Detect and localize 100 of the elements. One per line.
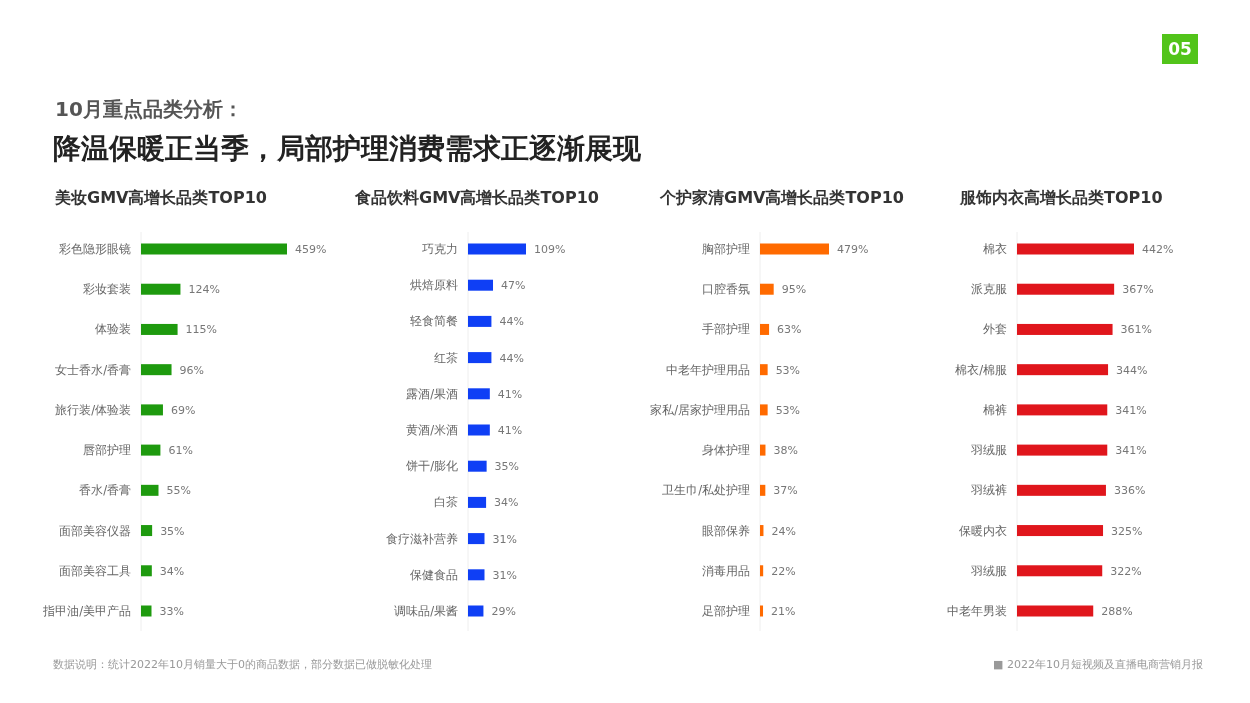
y-tick-label: 保暖内衣 (959, 523, 1007, 538)
y-tick-label: 面部美容工具 (59, 563, 131, 578)
y-tick-label: 中老年护理用品 (666, 362, 750, 377)
y-tick-label: 食疗滋补营养 (386, 531, 458, 546)
y-tick-label: 体验装 (95, 322, 131, 337)
data-label: 35% (160, 524, 185, 538)
data-label: 479% (837, 243, 869, 256)
y-tick-label: 香水/香膏 (79, 483, 131, 498)
data-label: 21% (771, 605, 796, 618)
data-label: 34% (494, 496, 519, 510)
chart-title: 服饰内衣高增长品类TOP10 (959, 188, 1163, 207)
y-tick-label: 巧克力 (422, 242, 458, 256)
data-label: 35% (494, 460, 520, 474)
y-tick-label: 胸部护理 (702, 242, 750, 256)
bar (760, 444, 766, 456)
bar (468, 569, 485, 581)
y-tick-label: 露酒/果酒 (406, 386, 458, 401)
chart-title: 个护家清GMV高增长品类TOP10 (659, 188, 904, 207)
bar (468, 388, 490, 400)
data-label: 53% (775, 363, 801, 377)
y-tick-label: 棉裤 (983, 402, 1007, 417)
bar (760, 404, 768, 416)
y-tick-label: 消毒用品 (702, 563, 750, 578)
bar (141, 605, 152, 617)
data-label: 44% (499, 315, 524, 329)
y-tick-label: 女士香水/香膏 (55, 362, 131, 377)
bar (468, 533, 485, 545)
data-label: 63% (777, 323, 802, 337)
y-tick-label: 足部护理 (702, 604, 750, 618)
y-tick-label: 保健食品 (410, 567, 458, 582)
data-label: 41% (497, 424, 523, 437)
bar (1017, 364, 1109, 376)
data-label: 288% (1101, 605, 1133, 618)
bar (760, 565, 764, 577)
y-tick-label: 烘焙原料 (410, 278, 458, 293)
bar (141, 364, 172, 376)
bar (468, 496, 487, 508)
y-tick-label: 派克服 (971, 282, 1007, 297)
bar (141, 565, 152, 577)
bar (1017, 565, 1103, 577)
y-tick-label: 棉衣/棉服 (955, 362, 1007, 377)
y-tick-label: 家私/居家护理用品 (650, 402, 750, 417)
bar (760, 323, 770, 335)
data-label: 341% (1115, 403, 1147, 417)
bar (141, 283, 181, 295)
y-tick-label: 指甲油/美甲产品 (42, 604, 131, 618)
y-tick-label: 中老年男装 (947, 604, 1007, 618)
data-label: 367% (1122, 283, 1154, 297)
data-label: 31% (492, 568, 517, 582)
data-label: 96% (179, 363, 204, 377)
text: ■ 2022年10月短视频及直播电商营销月报 (993, 658, 1203, 671)
bar (468, 315, 492, 327)
data-label: 341% (1115, 444, 1147, 458)
data-label: 22% (771, 564, 796, 578)
y-tick-label: 白茶 (434, 495, 458, 510)
y-tick-label: 饼干/膨化 (405, 459, 458, 474)
data-label: 69% (170, 403, 196, 417)
bar (1017, 605, 1094, 617)
bar (1017, 323, 1113, 335)
bar (760, 243, 829, 255)
data-label: 124% (188, 283, 220, 297)
text: 数据说明：统计2022年10月销量大于0的商品数据，部分数据已做脱敏化处理 (53, 658, 432, 671)
y-tick-label: 面部美容仪器 (59, 523, 131, 538)
bar (468, 460, 487, 472)
y-tick-label: 调味品/果酱 (394, 604, 458, 618)
bar (760, 283, 774, 295)
bar (468, 424, 490, 436)
text: 05 (1168, 39, 1192, 59)
text: 10月重点品类分析： (55, 97, 243, 121)
data-label: 115% (185, 323, 218, 337)
y-tick-label: 棉衣 (983, 242, 1007, 256)
data-label: 95% (781, 283, 807, 297)
y-tick-label: 彩色隐形眼镜 (59, 242, 131, 256)
data-label: 41% (497, 387, 523, 401)
data-label: 325% (1111, 524, 1143, 538)
data-label: 61% (168, 444, 193, 458)
y-tick-label: 羽绒裤 (970, 483, 1007, 498)
data-label: 44% (499, 351, 524, 365)
bar (1017, 283, 1115, 295)
data-label: 24% (771, 524, 796, 538)
y-tick-label: 眼部保养 (702, 523, 750, 538)
y-tick-label: 羽绒服 (970, 563, 1007, 578)
bar (468, 243, 526, 255)
y-tick-label: 外套 (983, 322, 1007, 337)
bar (468, 605, 484, 617)
data-label: 109% (534, 243, 566, 256)
data-label: 322% (1110, 564, 1142, 578)
y-tick-label: 口腔香氛 (702, 282, 750, 297)
data-label: 47% (501, 279, 526, 293)
bar (760, 605, 764, 617)
data-label: 344% (1116, 363, 1148, 377)
y-tick-label: 红茶 (434, 350, 458, 365)
bar (141, 525, 153, 537)
chart-title: 美妆GMV高增长品类TOP10 (54, 188, 267, 207)
data-label: 38% (773, 444, 798, 458)
y-tick-label: 旅行装/体验装 (55, 402, 131, 417)
bar (468, 279, 494, 291)
data-label: 459% (295, 243, 327, 256)
bar (760, 484, 766, 496)
data-label: 37% (773, 484, 798, 498)
